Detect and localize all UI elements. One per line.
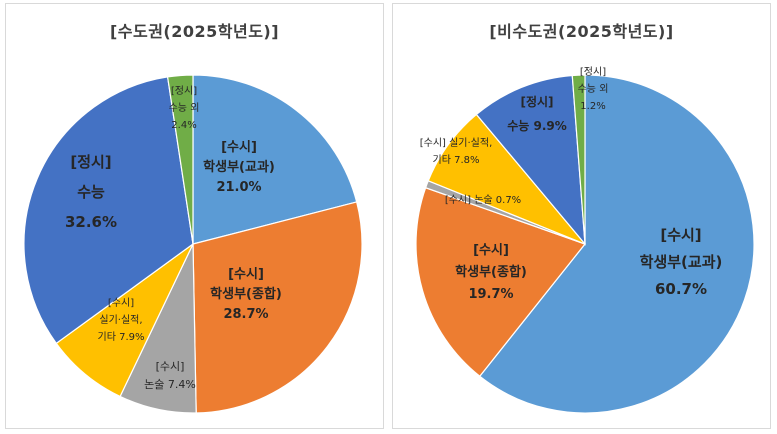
slice-data-label: [정시] 수능 9.9% xyxy=(507,94,567,133)
slice-data-label: [수시] 논술 0.7% xyxy=(445,194,521,206)
pie-slice xyxy=(571,74,586,245)
pie-slice xyxy=(166,74,194,245)
slice-data-label: [수시] 실기·실적, 기타 7.9% xyxy=(98,297,145,343)
chart-panel-capital: [수도권(2025학년도)] [수시] 학생부(교과) 21.0% [수시] 학생부(종… xyxy=(5,3,384,429)
pie-slice xyxy=(23,76,194,345)
slice-data-label: [수시] 학생부(교과) 21.0% xyxy=(203,140,275,195)
pie-slice xyxy=(192,201,363,414)
pie-slice xyxy=(478,74,755,414)
pie-slice xyxy=(475,74,586,246)
slice-data-label: [수시] 논술 7.4% xyxy=(144,360,196,391)
slice-data-label: [정시] 수능 외 2.4% xyxy=(169,85,200,131)
chart-panel-non-capital: [비수도권(2025학년도)] [수시] 학생부(교과) 60.7% [수시] 학생부(… xyxy=(392,3,771,429)
pie-chart-non-capital: [수시] 학생부(교과) 60.7% [수시] 학생부(종합) 19.7% [수시] 논술 … xyxy=(415,66,755,414)
slice-data-label: [수시] 학생부(교과) 60.7% xyxy=(640,226,723,298)
pie-slice xyxy=(192,74,358,245)
slice-data-label: [수시] 실기·실적, 기타 7.8% xyxy=(420,137,493,166)
chart-title: [비수도권(2025학년도)] xyxy=(489,22,674,41)
pie-slice xyxy=(415,186,586,378)
pie-chart-capital: [수시] 학생부(교과) 21.0% [수시] 학생부(종합) 28.7% [수시] 논술 7… xyxy=(23,74,363,414)
slice-data-label: [수시] 학생부(종합) 19.7% xyxy=(455,243,527,302)
slice-data-label: [정시] 수능 외 1.2% xyxy=(578,66,609,112)
slice-data-label: [정시] 수능 32.6% xyxy=(65,153,117,231)
chart-title: [수도권(2025학년도)] xyxy=(109,22,280,41)
slice-data-label: [수시] 학생부(종합) 28.7% xyxy=(210,267,282,322)
